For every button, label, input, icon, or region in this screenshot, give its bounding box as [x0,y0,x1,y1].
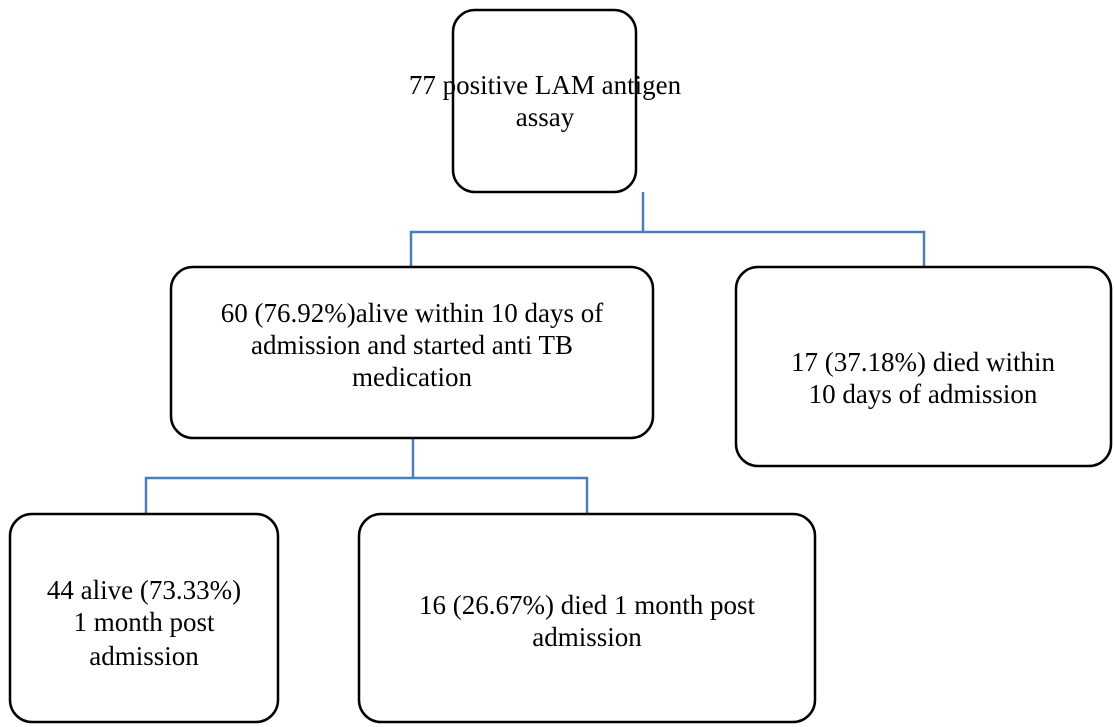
node-text: 77 positive LAM antigen [409,70,682,100]
node-text: admission [532,622,642,652]
node-text: 60 (76.92%)alive within 10 days of [221,298,603,328]
node-text: assay [516,102,575,132]
node-text: 16 (26.67%) died 1 month post [419,590,755,620]
node-text: 17 (37.18%) died within [791,347,1055,377]
node-box [8,512,280,724]
connector [409,192,926,267]
node-text: admission [89,641,199,671]
node-box [357,512,817,724]
node-text: 44 alive (73.33%) [47,575,241,605]
node-text: admission and started anti TB [251,330,573,360]
connector [144,438,589,514]
node-text: 1 month post [73,607,215,637]
node-box [451,8,638,194]
node-box [169,265,655,440]
node-text: 10 days of admission [809,379,1038,409]
node-text: medication [352,362,472,392]
node-box [734,265,1113,468]
